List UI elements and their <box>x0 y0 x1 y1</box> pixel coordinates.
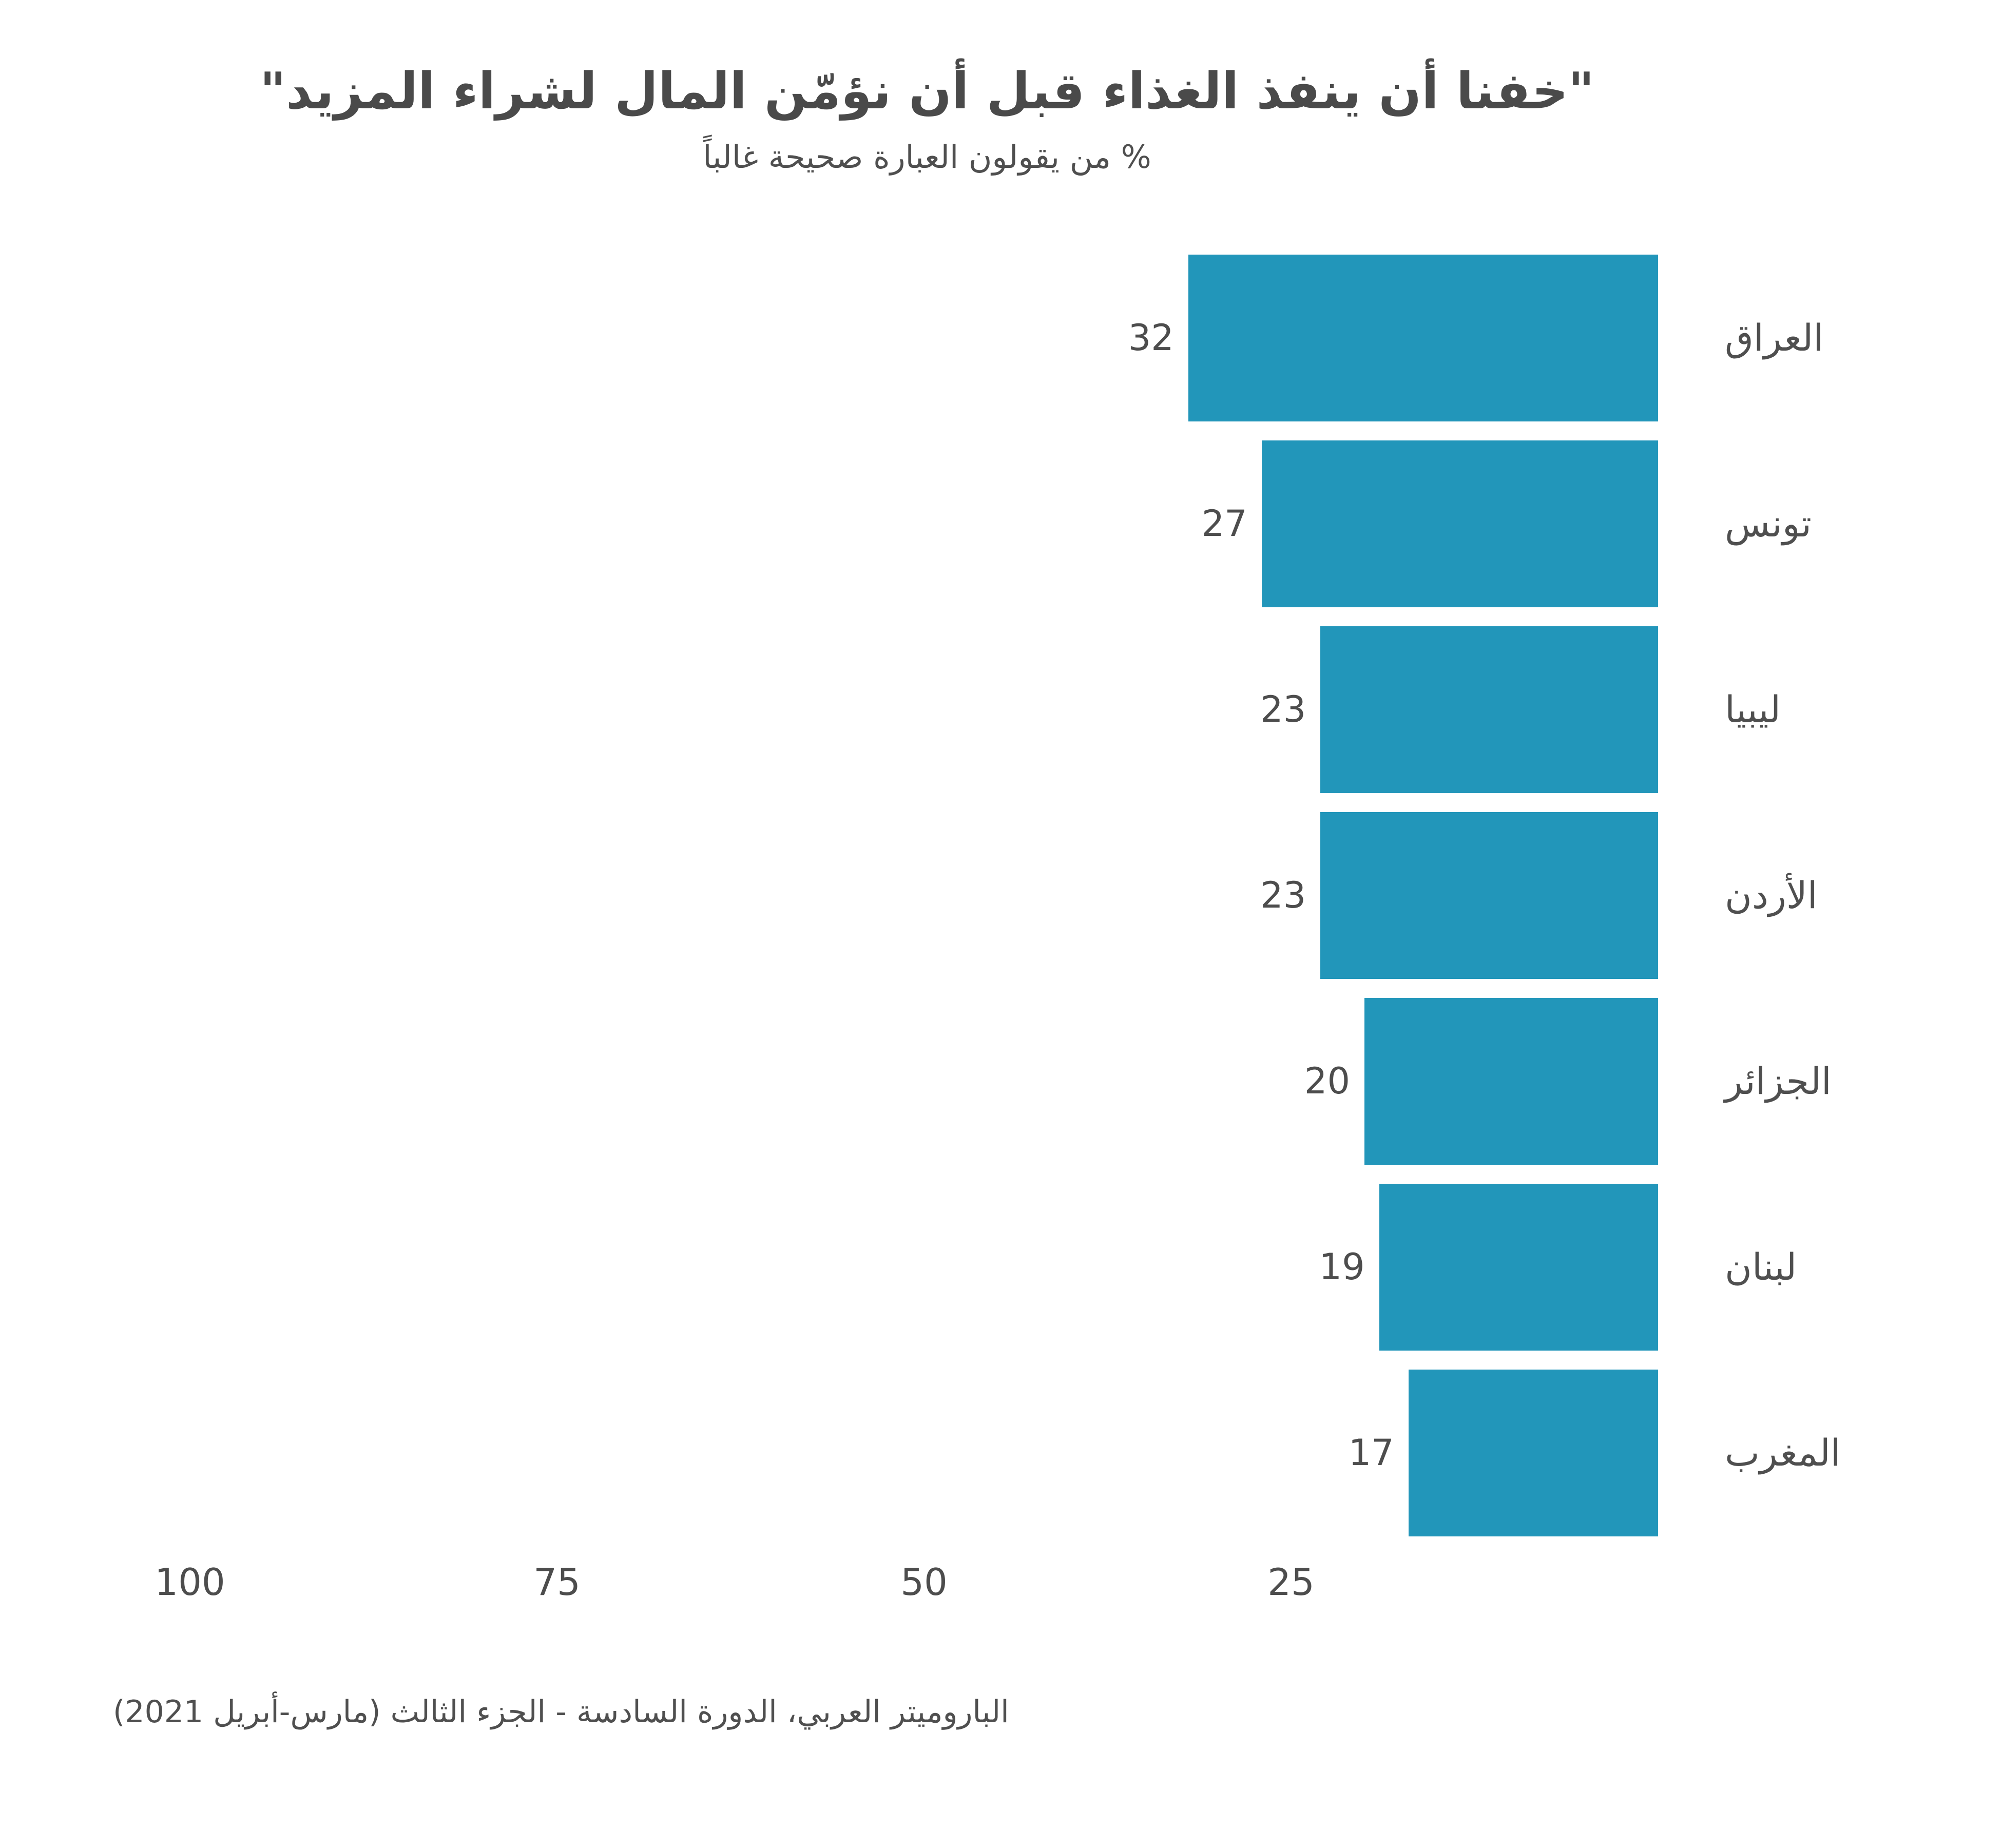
x-tick-75: 75 <box>533 1561 581 1604</box>
category-label-5: لبنان <box>1725 1245 1797 1288</box>
bar-value-label-2: 23 <box>1260 688 1306 730</box>
x-tick-50: 50 <box>900 1561 948 1604</box>
chart-subtitle: % من يقولون العبارة صحيحة غالباً <box>703 138 1151 176</box>
source-caption: الباروميتر العربي، الدورة السادسة - الجز… <box>113 1694 1009 1730</box>
x-tick-100: 100 <box>155 1561 225 1604</box>
category-label-3: الأردن <box>1725 874 1818 917</box>
bar-5 <box>1379 1184 1658 1351</box>
bar-6 <box>1408 1370 1658 1536</box>
bar-0 <box>1188 255 1658 421</box>
category-label-2: ليبيا <box>1725 688 1781 731</box>
bar-value-label-6: 17 <box>1348 1432 1394 1474</box>
bar-1 <box>1261 440 1658 607</box>
x-tick-25: 25 <box>1267 1561 1315 1604</box>
bar-value-label-0: 32 <box>1128 317 1174 359</box>
category-label-4: الجزائر <box>1725 1060 1832 1103</box>
bar-3 <box>1320 812 1658 979</box>
bar-2 <box>1320 626 1658 793</box>
category-label-0: العراق <box>1725 316 1824 359</box>
bar-value-label-4: 20 <box>1304 1060 1350 1102</box>
bar-value-label-3: 23 <box>1260 874 1306 916</box>
category-label-6: المغرب <box>1725 1431 1841 1474</box>
category-label-1: تونس <box>1725 502 1812 545</box>
chart-header: "خفنا أن ينفذ الغذاء قبل أن نؤمّن المال … <box>0 56 1854 176</box>
bar-value-label-1: 27 <box>1201 503 1247 545</box>
bar-4 <box>1364 998 1658 1165</box>
bar-value-label-5: 19 <box>1319 1246 1365 1288</box>
chart-title: "خفنا أن ينفذ الغذاء قبل أن نؤمّن المال … <box>260 62 1594 121</box>
